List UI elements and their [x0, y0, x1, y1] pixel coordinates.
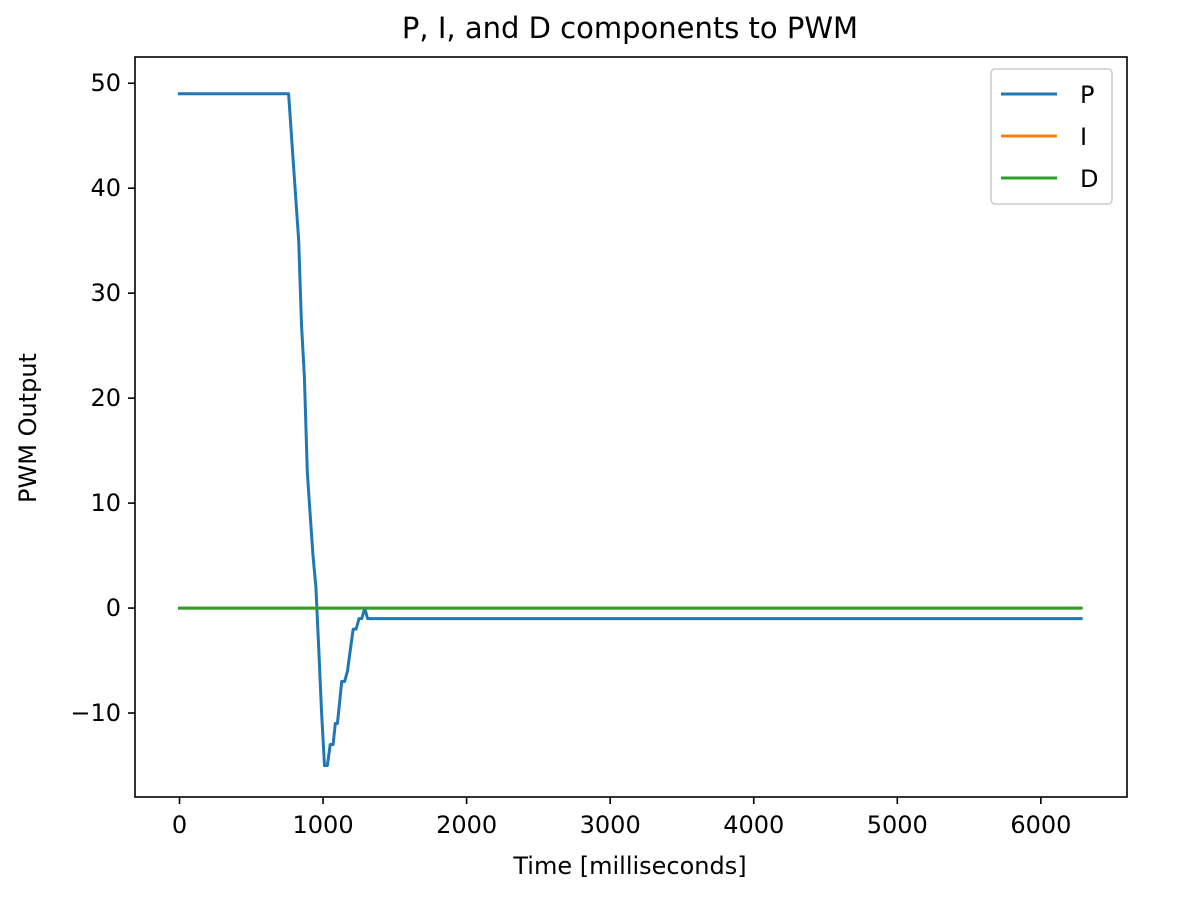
x-axis: 0 1000 2000 3000 4000 5000 6000: [172, 797, 1071, 839]
y-tick-label: 40: [90, 174, 121, 202]
y-tick-label: 0: [106, 594, 121, 622]
x-tick-label: 6000: [1010, 811, 1071, 839]
x-tick-label: 5000: [867, 811, 928, 839]
legend: PID: [990, 68, 1113, 205]
legend-label-p: P: [1080, 81, 1094, 109]
legend-label-i: I: [1080, 123, 1087, 151]
plot-area: [134, 56, 1128, 798]
chart-title: P, I, and D components to PWM: [402, 11, 858, 45]
y-axis-label: PWM Output: [14, 353, 42, 503]
x-tick-label: 2000: [436, 811, 497, 839]
series-line-p: [178, 92, 1083, 767]
plot-frame: [134, 56, 1128, 798]
y-tick-label: 30: [90, 279, 121, 307]
y-tick-label: 10: [90, 489, 121, 517]
series-layer: [178, 92, 1083, 767]
legend-label-d: D: [1080, 165, 1098, 193]
y-tick-label: −10: [70, 699, 121, 727]
y-tick-label: 50: [90, 69, 121, 97]
y-tick-label: 20: [90, 384, 121, 412]
x-tick-label: 0: [172, 811, 187, 839]
y-axis: 50 40 30 20 10 0 −10: [70, 69, 135, 727]
x-axis-label: Time [milliseconds]: [512, 852, 746, 880]
x-tick-label: 1000: [293, 811, 354, 839]
x-tick-label: 3000: [580, 811, 641, 839]
x-tick-label: 4000: [723, 811, 784, 839]
